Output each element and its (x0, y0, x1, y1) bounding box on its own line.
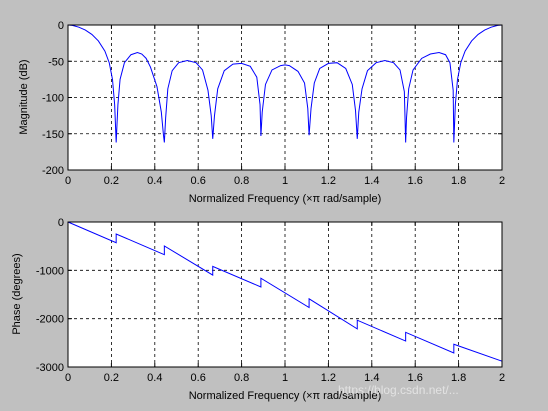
phase-xtick-label-4: 0.8 (234, 372, 249, 384)
phase-ytick-label-2: -1000 (36, 265, 64, 277)
phase-xtick-label-7: 1.4 (364, 372, 379, 384)
magnitude-ytick-label-1: -150 (42, 129, 64, 141)
magnitude-xtick-label-9: 1.8 (451, 175, 466, 187)
phase-xtick-label-9: 1.8 (451, 372, 466, 384)
phase-ytick-label-1: -2000 (36, 314, 64, 326)
magnitude-ylabel: Magnitude (dB) (18, 59, 30, 134)
watermark: https://blog.csdn.net/... (338, 383, 459, 397)
phase-xtick-label-8: 1.6 (408, 372, 423, 384)
phase-xtick-label-0: 0 (65, 372, 71, 384)
magnitude-series-line-0 (67, 24, 503, 143)
magnitude-xtick-label-10: 2 (499, 175, 505, 187)
magnitude-xtick-label-2: 0.4 (147, 175, 162, 187)
phase-xlabel: Normalized Frequency (×π rad/sample) (189, 390, 382, 402)
magnitude-ytick-label-3: -50 (48, 56, 64, 68)
phase-ytick-label-3: 0 (58, 217, 64, 229)
phase-xtick-label-5: 1 (282, 372, 288, 384)
magnitude-xtick-label-1: 0.2 (104, 175, 119, 187)
magnitude-xtick-label-3: 0.6 (191, 175, 206, 187)
magnitude-xtick-label-6: 1.2 (321, 175, 336, 187)
phase-axes: 0 0.2 0.4 0.6 0.8 1 1.2 1.4 1.6 1.8 2 -3000 -2000 -10… (36, 217, 505, 384)
magnitude-xtick-label-8: 1.6 (408, 175, 423, 187)
phase-xtick-label-10: 2 (499, 372, 505, 384)
magnitude-axes: 0 0.2 0.4 0.6 0.8 1 1.2 1.4 1.6 1.8 2 -200 -150 -100 -… (42, 20, 505, 187)
phase-xtick-label-2: 0.4 (147, 372, 162, 384)
magnitude-xtick-label-4: 0.8 (234, 175, 249, 187)
magnitude-xtick-label-0: 0 (65, 175, 71, 187)
phase-series-line-0 (67, 221, 503, 362)
magnitude-xtick-label-5: 1 (282, 175, 288, 187)
phase-ylabel: Phase (degrees) (11, 253, 23, 334)
phase-xtick-label-6: 1.2 (321, 372, 336, 384)
phase-ytick-label-0: -3000 (36, 362, 64, 374)
phase-xtick-label-3: 0.6 (191, 372, 206, 384)
magnitude-ytick-label-2: -100 (42, 93, 64, 105)
magnitude-xtick-label-7: 1.4 (364, 175, 379, 187)
magnitude-xlabel: Normalized Frequency (×π rad/sample) (189, 193, 382, 205)
magnitude-ytick-label-0: -200 (42, 165, 64, 177)
magnitude-ytick-label-4: 0 (58, 20, 64, 32)
phase-xtick-label-1: 0.2 (104, 372, 119, 384)
